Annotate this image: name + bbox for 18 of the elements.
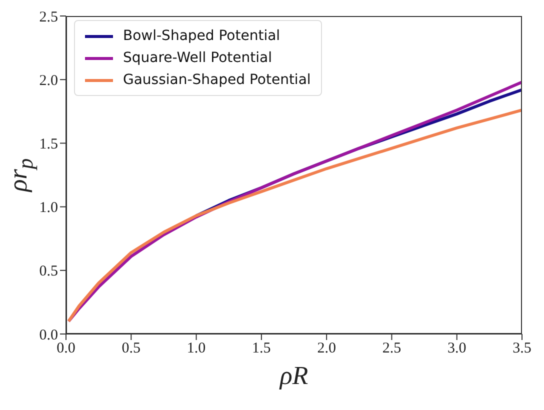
legend-label: Bowl-Shaped Potential (123, 27, 280, 46)
x-tick-label: 1.0 (186, 340, 206, 357)
legend-label: Gaussian-Shaped Potential (123, 71, 311, 90)
x-tick-label: 0.5 (122, 340, 141, 357)
y-tick-label: 1.0 (39, 200, 58, 216)
y-tick-label: 2.0 (39, 72, 58, 89)
y-tick-label: 1.5 (39, 136, 58, 153)
x-tick-label: 2.5 (382, 340, 402, 357)
x-tick-label: 1.5 (252, 340, 271, 357)
x-tick-label: 3.0 (447, 340, 466, 357)
legend-label: Square-Well Potential (123, 49, 272, 68)
x-tick-label: 3.5 (512, 340, 532, 357)
y-tick-label: 2.5 (39, 9, 58, 26)
y-tick-label: 0.5 (39, 264, 58, 280)
x-tick-label: 0.0 (56, 340, 76, 357)
x-tick-label: 2.0 (317, 340, 336, 357)
y-tick-label: 0.0 (39, 327, 58, 344)
x-axis-title: ρR (278, 360, 310, 392)
